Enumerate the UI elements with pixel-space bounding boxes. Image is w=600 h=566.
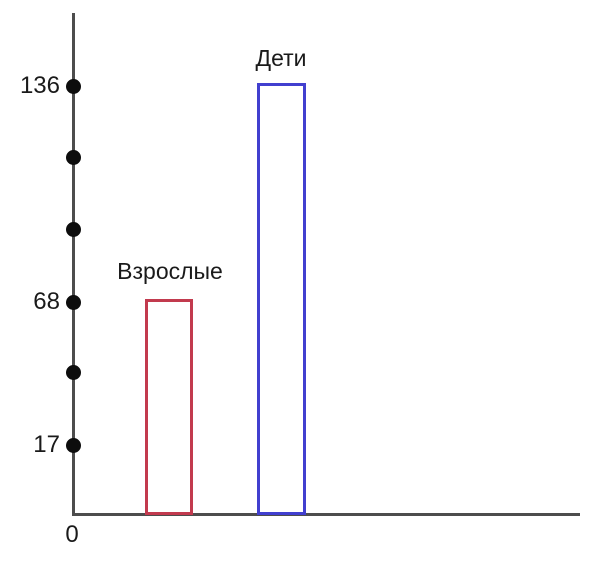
- axis-dot: [66, 222, 81, 237]
- y-tick-label-136: 136: [19, 72, 60, 99]
- axis-dot: [66, 150, 81, 165]
- y-axis-line: [72, 13, 75, 516]
- axis-dot: [66, 365, 81, 380]
- origin-label: 0: [65, 521, 79, 548]
- axis-dot: [66, 295, 81, 310]
- bar-adults: [145, 299, 193, 515]
- bar-label-children: Дети: [255, 45, 307, 71]
- bar-label-adults: Взрослые: [117, 258, 223, 284]
- axis-dot: [66, 79, 81, 94]
- axis-dot: [66, 438, 81, 453]
- y-tick-label-17: 17: [33, 431, 60, 458]
- x-axis-line: [72, 513, 580, 516]
- bar-children: [257, 83, 306, 515]
- y-tick-label-68: 68: [33, 288, 60, 315]
